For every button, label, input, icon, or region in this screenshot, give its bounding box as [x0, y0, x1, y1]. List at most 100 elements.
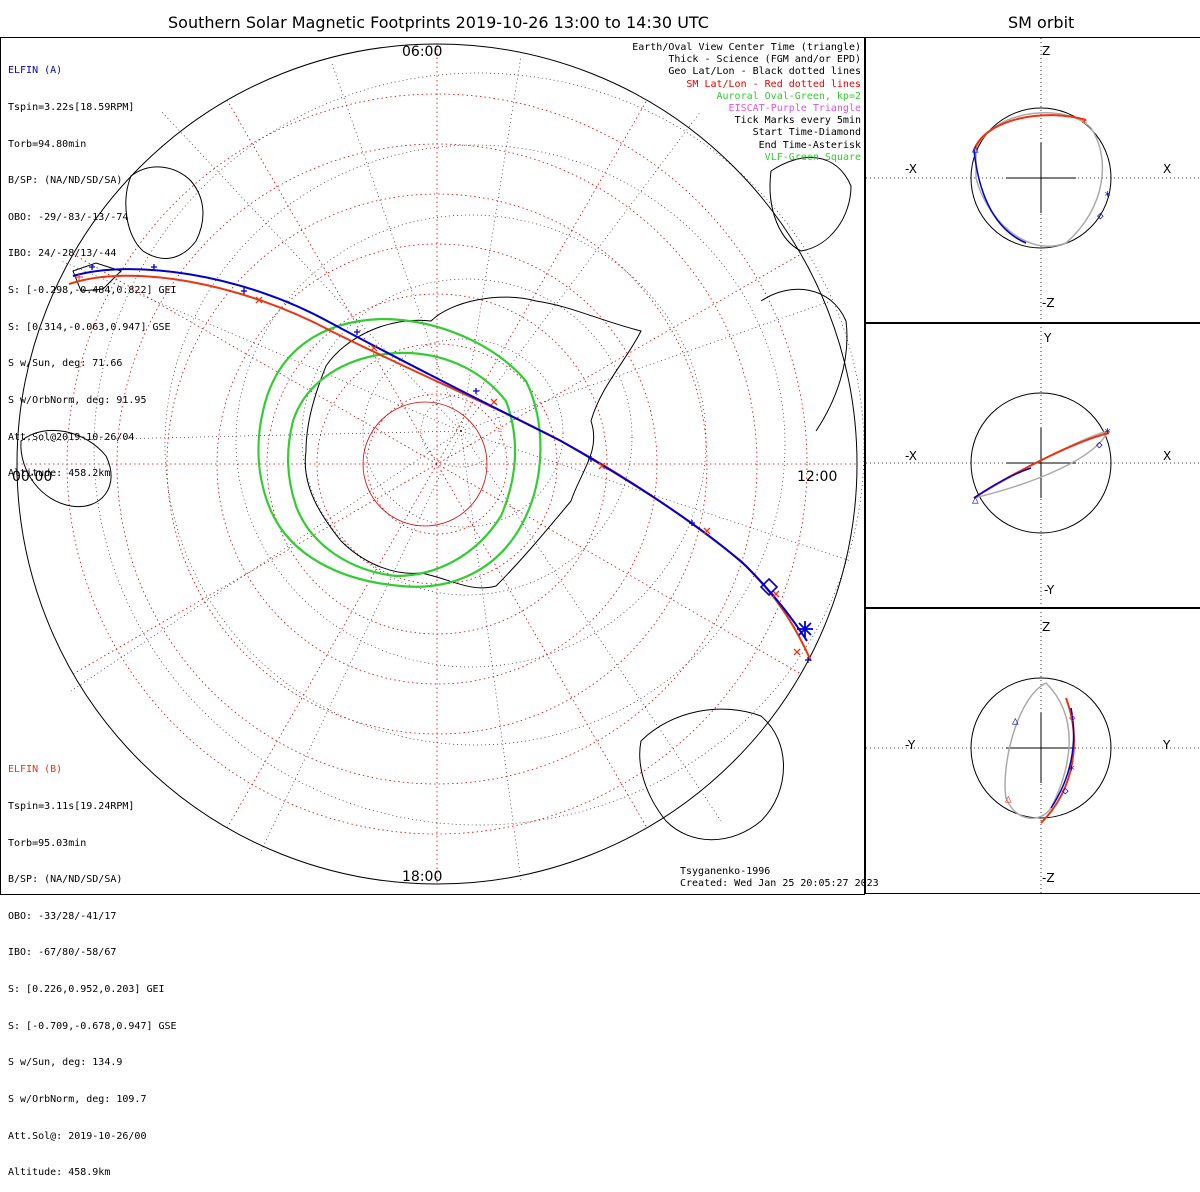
orbit-b: [1004, 682, 1070, 819]
elfin-b-line: B/SP: (NA/ND/SD/SA): [8, 874, 123, 886]
sm-orbit-xz-panel: △ * ◇ *: [865, 37, 1200, 324]
elfin-a-footprint: [72, 268, 808, 642]
orbit-a-2: [973, 149, 1027, 244]
sm-orbit-xy: △ * ◇: [866, 323, 1200, 608]
elfin-a-info: ELFIN (A) Tspin=3.22s[18.59RPM] Torb=94.…: [8, 41, 177, 493]
svg-text:◇: ◇: [1096, 438, 1103, 451]
sm-orbit-yz-panel: △ △ * ◇ ◇: [865, 607, 1200, 894]
legend-entry: Thick - Science (FGM and/or EPD): [668, 54, 861, 66]
legend-entry: SM Lat/Lon - Red dotted lines: [686, 78, 861, 90]
clock-label-right: 12:00: [797, 469, 838, 485]
svg-text:*: *: [1068, 763, 1075, 777]
yz-bottom-label: -Z: [1042, 871, 1055, 885]
elfin-a-line: S: [0.314,-0.063,0.947] GSE: [8, 321, 171, 333]
orbit-panel-title: SM orbit: [1008, 13, 1075, 32]
elfin-a-end-asterisk: [797, 621, 813, 637]
sm-pole-circle: [362, 401, 488, 527]
credit: Tsyganenko-1996 Created: Wed Jan 25 20:0…: [680, 866, 879, 890]
africa-coastline: [639, 708, 784, 841]
legend-entry: End Time-Asterisk: [758, 139, 861, 151]
legend-entry: VLF-Green Square: [764, 151, 861, 163]
elfin-a-line: Tspin=3.22s[18.59RPM]: [8, 102, 135, 114]
elfin-b-line: S w/OrbNorm, deg: 109.7: [8, 1093, 147, 1105]
south-america-2: [769, 157, 852, 252]
xy-bottom-label: -Y: [1044, 583, 1055, 597]
xy-left-label: -X: [905, 449, 917, 463]
clock-label-bottom: 18:00: [402, 869, 443, 885]
sm-orbit-yz: △ △ * ◇ ◇: [866, 608, 1200, 893]
elfin-b-line: Altitude: 458.9km: [8, 1167, 111, 1179]
elfin-a-line: OBO: -29/-83/-13/-74: [8, 211, 129, 223]
svg-text:◇: ◇: [1062, 784, 1069, 797]
elfin-b-marker: [75, 273, 83, 281]
orbit-a: [1040, 697, 1075, 824]
elfin-b-name: ELFIN (B): [8, 764, 63, 776]
orbit-a-2: [1050, 707, 1075, 809]
model-name: Tsyganenko-1996: [680, 866, 771, 877]
elfin-b-line: OBO: -33/28/-41/17: [8, 910, 117, 922]
svg-text:△: △: [972, 493, 979, 506]
elfin-b-line: S: [0.226,0.952,0.203] GEI: [8, 984, 165, 996]
sm-orbit-xy-panel: △ * ◇: [865, 322, 1200, 609]
elfin-a-line: S: [-0.298,-0.484,0.822] GEI: [8, 285, 177, 297]
clock-label-left: 00:00: [12, 469, 53, 485]
elfin-b-line: Torb=95.03min: [8, 837, 87, 849]
australia-coastline: [125, 166, 204, 259]
xz-left-label: -X: [905, 162, 917, 176]
elfin-a-line: S w/OrbNorm, deg: 91.95: [8, 394, 147, 406]
elfin-b-line: S w/Sun, deg: 134.9: [8, 1057, 123, 1069]
xz-right-label: X: [1163, 162, 1172, 176]
elfin-a-line: S w/Sun, deg: 71.66: [8, 358, 123, 370]
created-timestamp: Created: Wed Jan 25 20:05:27 2023: [680, 878, 879, 890]
xz-top-label: Z: [1042, 44, 1051, 58]
elfin-a-line: Att.Sol@2019-10-26/04: [8, 431, 135, 443]
elfin-b-line: Tspin=3.11s[19.24RPM]: [8, 801, 135, 813]
elfin-b-line: Att.Sol@: 2019-10-26/00: [8, 1130, 147, 1142]
antarctica-coastline: [304, 296, 642, 589]
plot-title: Southern Solar Magnetic Footprints 2019-…: [168, 13, 709, 32]
yz-top-label: Z: [1042, 620, 1051, 634]
tick-marks-b: [255, 296, 801, 656]
footprint-map-frame: [0, 37, 865, 895]
svg-text:△: △: [1012, 714, 1019, 727]
xy-right-label: X: [1163, 449, 1172, 463]
elfin-b-info: ELFIN (B) Tspin=3.11s[19.24RPM] Torb=95.…: [8, 740, 177, 1192]
sm-grid: [17, 44, 857, 884]
elfin-b-line: S: [-0.709,-0.678,0.947] GSE: [8, 1020, 177, 1032]
elfin-b-line: IBO: -67/80/-58/67: [8, 947, 117, 959]
orbit-a-2: [973, 467, 1032, 499]
legend-entry: EISCAT-Purple Triangle: [728, 103, 861, 115]
legend: Earth/Oval View Center Time (triangle) T…: [632, 42, 861, 164]
elfin-a-start-diamond: [759, 577, 779, 597]
orbit-b: [975, 112, 1104, 247]
footprint-map: [16, 43, 864, 885]
auroral-oval: [257, 317, 542, 588]
orbit-a: [973, 114, 1087, 151]
svg-text:△: △: [1005, 792, 1012, 805]
svg-text:△: △: [972, 142, 979, 155]
elfin-a-line: B/SP: (NA/ND/SD/SA): [8, 175, 123, 187]
tick-marks-a: [89, 264, 811, 663]
svg-text:*: *: [1104, 189, 1111, 203]
legend-entry: Start Time-Diamond: [752, 127, 861, 139]
svg-text:◇: ◇: [1097, 209, 1104, 222]
legend-entry: Auroral Oval-Green, kp=2: [716, 90, 862, 102]
clock-label-top: 06:00: [402, 44, 443, 60]
geo-grid: [25, 55, 864, 882]
coastlines: [20, 157, 852, 841]
sm-orbit-xz: △ * ◇ *: [866, 38, 1200, 323]
xy-top-label: Y: [1044, 331, 1052, 345]
legend-entry: Tick Marks every 5min: [734, 115, 861, 127]
legend-entry: Earth/Oval View Center Time (triangle): [632, 42, 861, 53]
yz-left-label: -Y: [905, 738, 916, 752]
south-america-coastline: [760, 288, 848, 432]
svg-text:*: *: [1081, 117, 1088, 130]
elfin-b-footprint: [68, 274, 812, 662]
elfin-a-line: Torb=94.80min: [8, 138, 87, 150]
svg-text:*: *: [1104, 426, 1111, 440]
yz-right-label: Y: [1163, 738, 1171, 752]
elfin-a-line: IBO: 24/-28/13/-44: [8, 248, 117, 260]
elfin-a-line: Altitude: 458.2km: [8, 468, 111, 480]
xz-bottom-label: -Z: [1042, 296, 1055, 310]
svg-text:◇: ◇: [1069, 711, 1076, 724]
